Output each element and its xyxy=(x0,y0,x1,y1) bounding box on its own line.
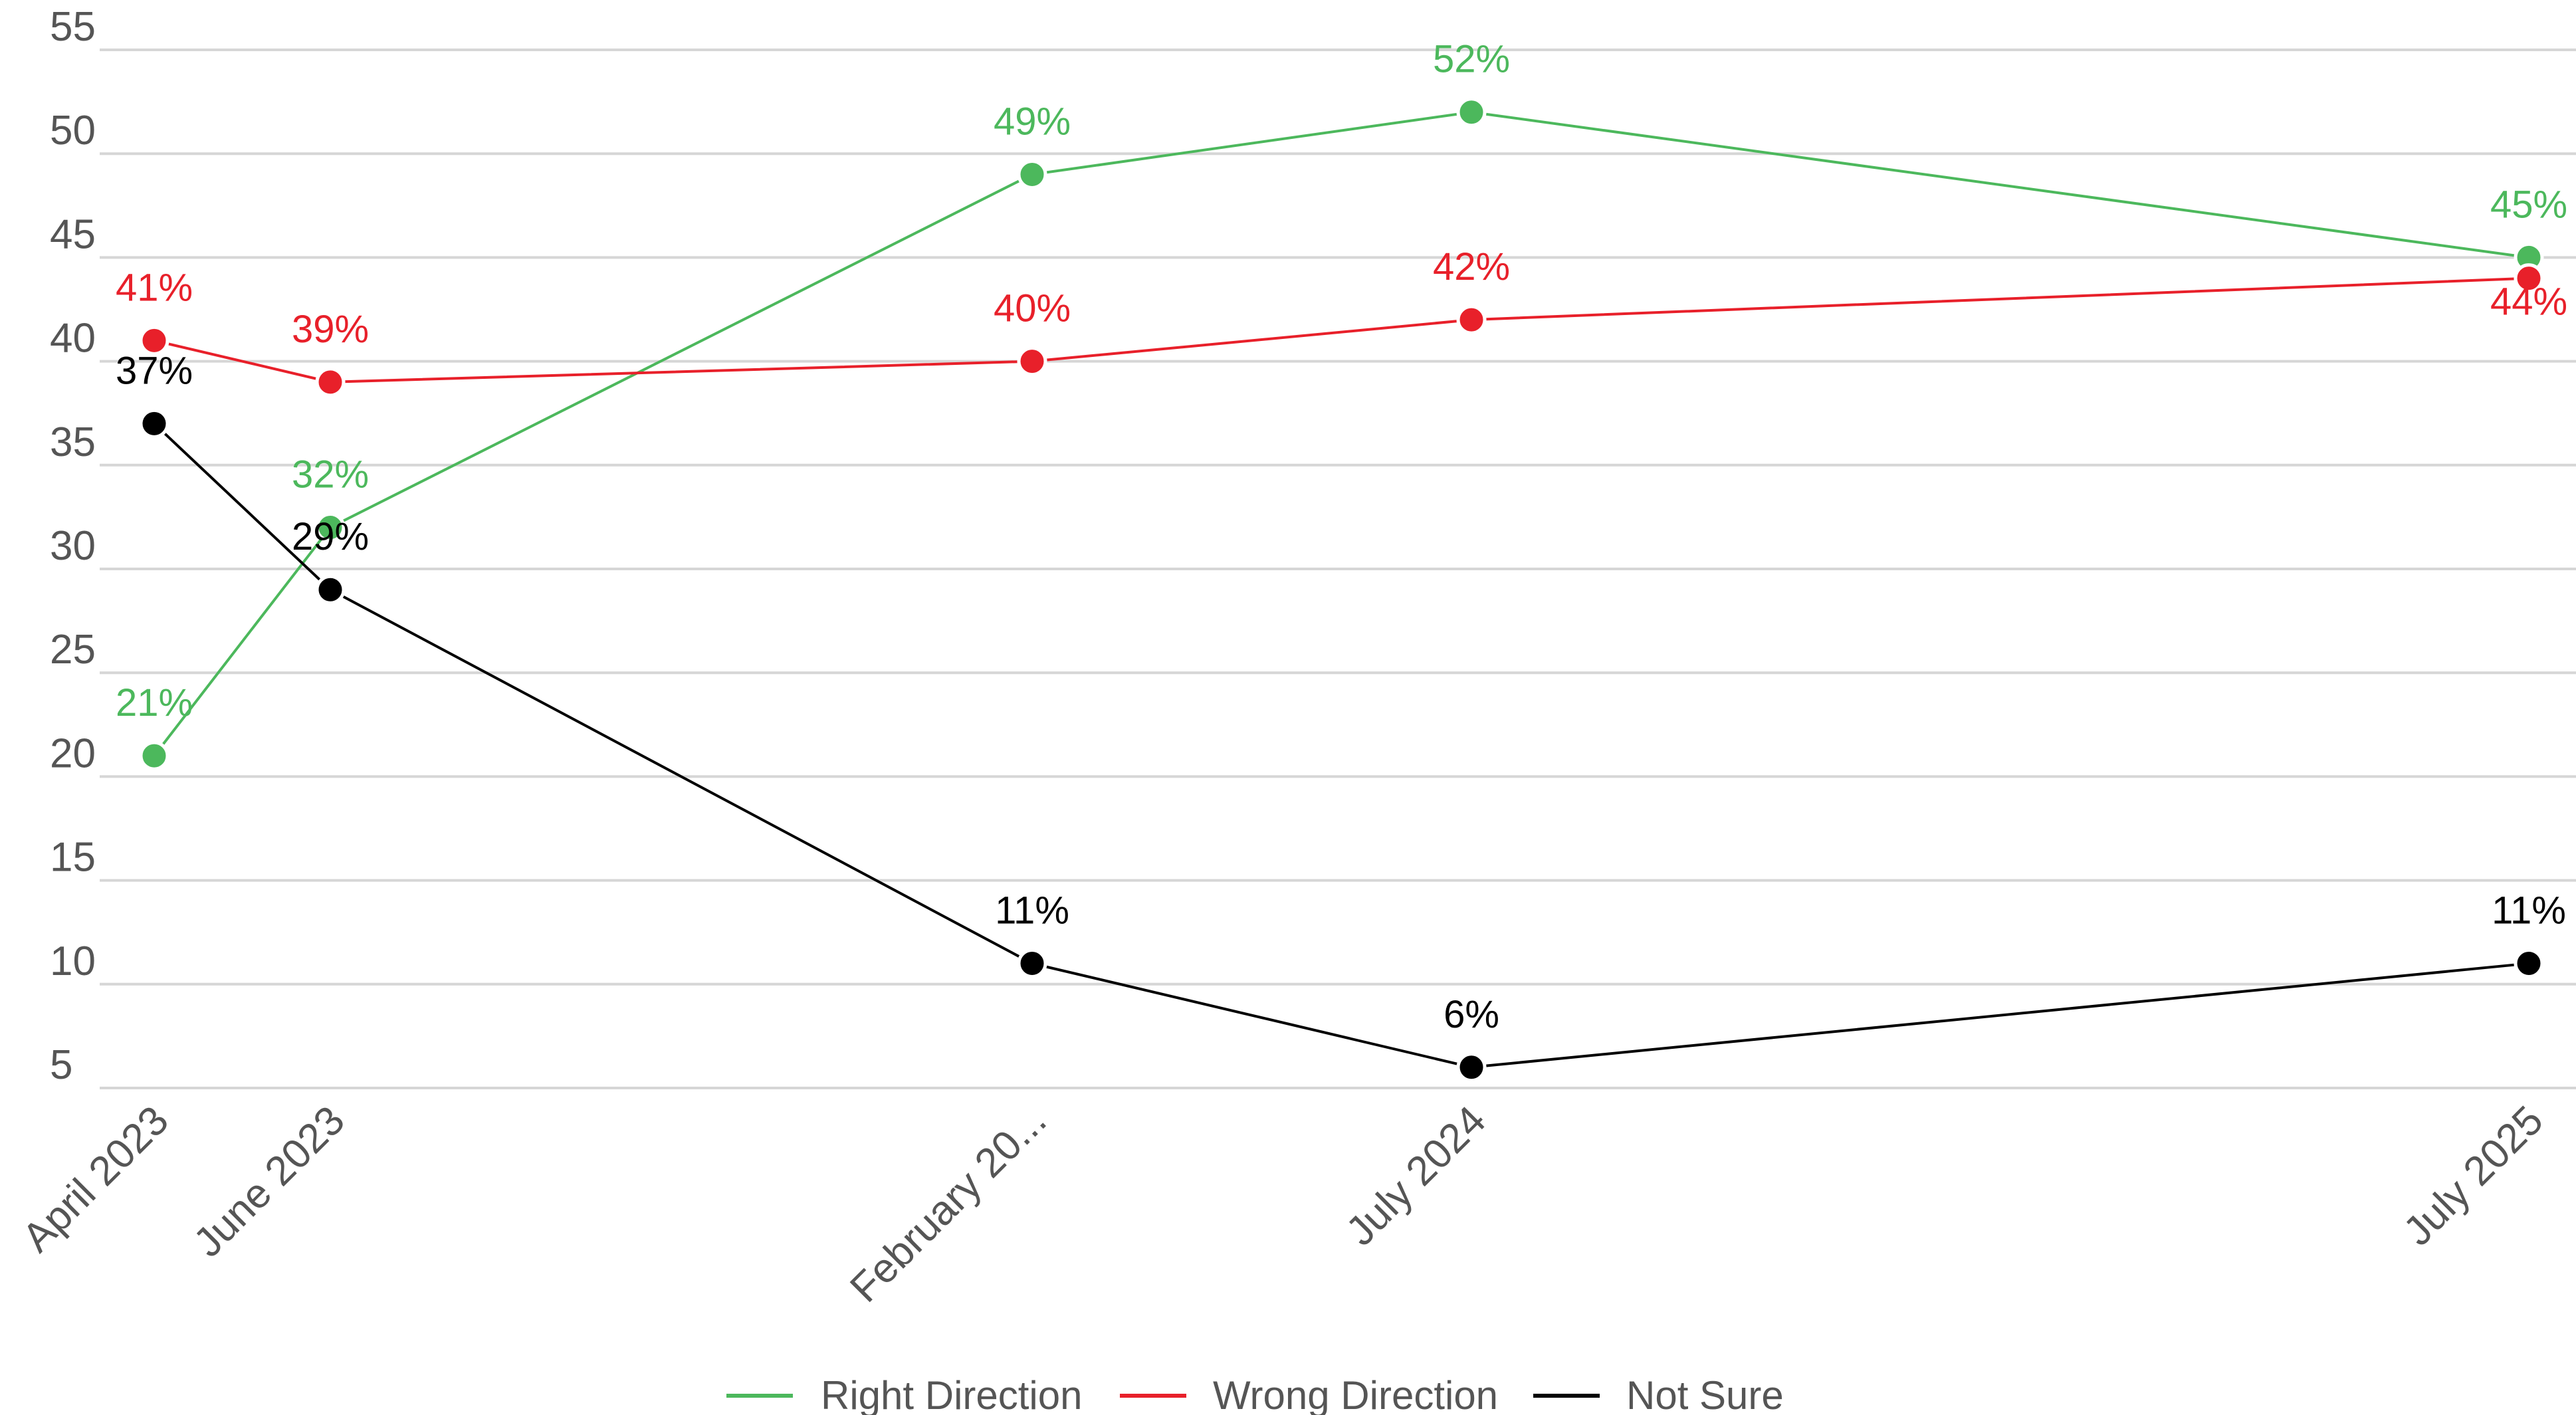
data-point xyxy=(2514,948,2544,979)
data-point xyxy=(2514,263,2544,294)
data-label: 45% xyxy=(2490,183,2567,226)
x-tick-label: April 2023 xyxy=(14,1097,177,1261)
data-label: 21% xyxy=(116,681,193,724)
legend-label: Wrong Direction xyxy=(1213,1373,1498,1415)
data-label: 49% xyxy=(994,100,1071,143)
x-tick-label: June 2023 xyxy=(185,1097,354,1266)
x-tick-label: July 2024 xyxy=(1337,1097,1494,1254)
y-tick-label: 20 xyxy=(50,730,96,776)
y-tick-label: 45 xyxy=(50,211,96,257)
data-point xyxy=(139,325,169,356)
legend-label: Right Direction xyxy=(821,1373,1083,1415)
data-point xyxy=(315,367,346,397)
data-point xyxy=(1017,159,1047,189)
data-labels: 21% 32% 49% 52% 45% 41% 39% 40% 42% 44% 37% 29% 11% 6… xyxy=(116,38,2567,1036)
series-line xyxy=(153,110,2529,757)
gridlines xyxy=(100,49,2576,1089)
y-tick-label: 5 xyxy=(50,1042,72,1088)
data-point xyxy=(315,512,346,543)
data-point xyxy=(139,408,169,439)
data-point xyxy=(139,740,169,771)
series-lines xyxy=(153,110,2529,1069)
y-tick-label: 10 xyxy=(50,938,96,984)
data-point xyxy=(1456,97,1487,128)
data-label: 37% xyxy=(116,349,193,392)
data-label: 29% xyxy=(292,515,369,558)
data-label: 39% xyxy=(292,308,369,351)
series-line xyxy=(154,276,2529,383)
data-label: 52% xyxy=(1433,38,1510,81)
y-tick-label: 40 xyxy=(50,316,96,362)
data-label: 11% xyxy=(2492,889,2566,932)
x-axis-ticks: April 2023 June 2023 February 20... July 20… xyxy=(14,1097,2552,1311)
data-label: 6% xyxy=(1444,993,1499,1036)
y-axis-ticks: 5 10 15 20 25 30 35 40 45 50 55 xyxy=(50,4,96,1088)
x-tick-label: July 2025 xyxy=(2395,1097,2551,1254)
y-tick-label: 55 xyxy=(50,4,96,50)
series-line xyxy=(153,422,2529,1069)
series-points xyxy=(139,97,2544,1083)
y-tick-label: 35 xyxy=(50,419,96,465)
data-label: 40% xyxy=(994,287,1071,330)
data-label: 44% xyxy=(2490,280,2567,324)
y-tick-label: 25 xyxy=(50,627,96,673)
y-tick-label: 15 xyxy=(50,835,96,881)
data-point xyxy=(1017,948,1047,979)
y-tick-label: 50 xyxy=(50,108,96,154)
x-tick-label: February 20... xyxy=(841,1097,1055,1311)
data-point xyxy=(1456,1052,1487,1083)
data-point xyxy=(1017,346,1047,377)
y-tick-label: 30 xyxy=(50,523,96,569)
data-point xyxy=(1456,304,1487,335)
data-point xyxy=(315,574,346,605)
data-label: 42% xyxy=(1433,245,1510,288)
legend-label: Not Sure xyxy=(1626,1373,1784,1415)
data-label: 32% xyxy=(292,453,369,496)
data-label: 41% xyxy=(116,266,193,309)
legend: Right Direction Wrong Direction Not Sure xyxy=(726,1373,1784,1415)
data-label: 11% xyxy=(995,889,1069,932)
